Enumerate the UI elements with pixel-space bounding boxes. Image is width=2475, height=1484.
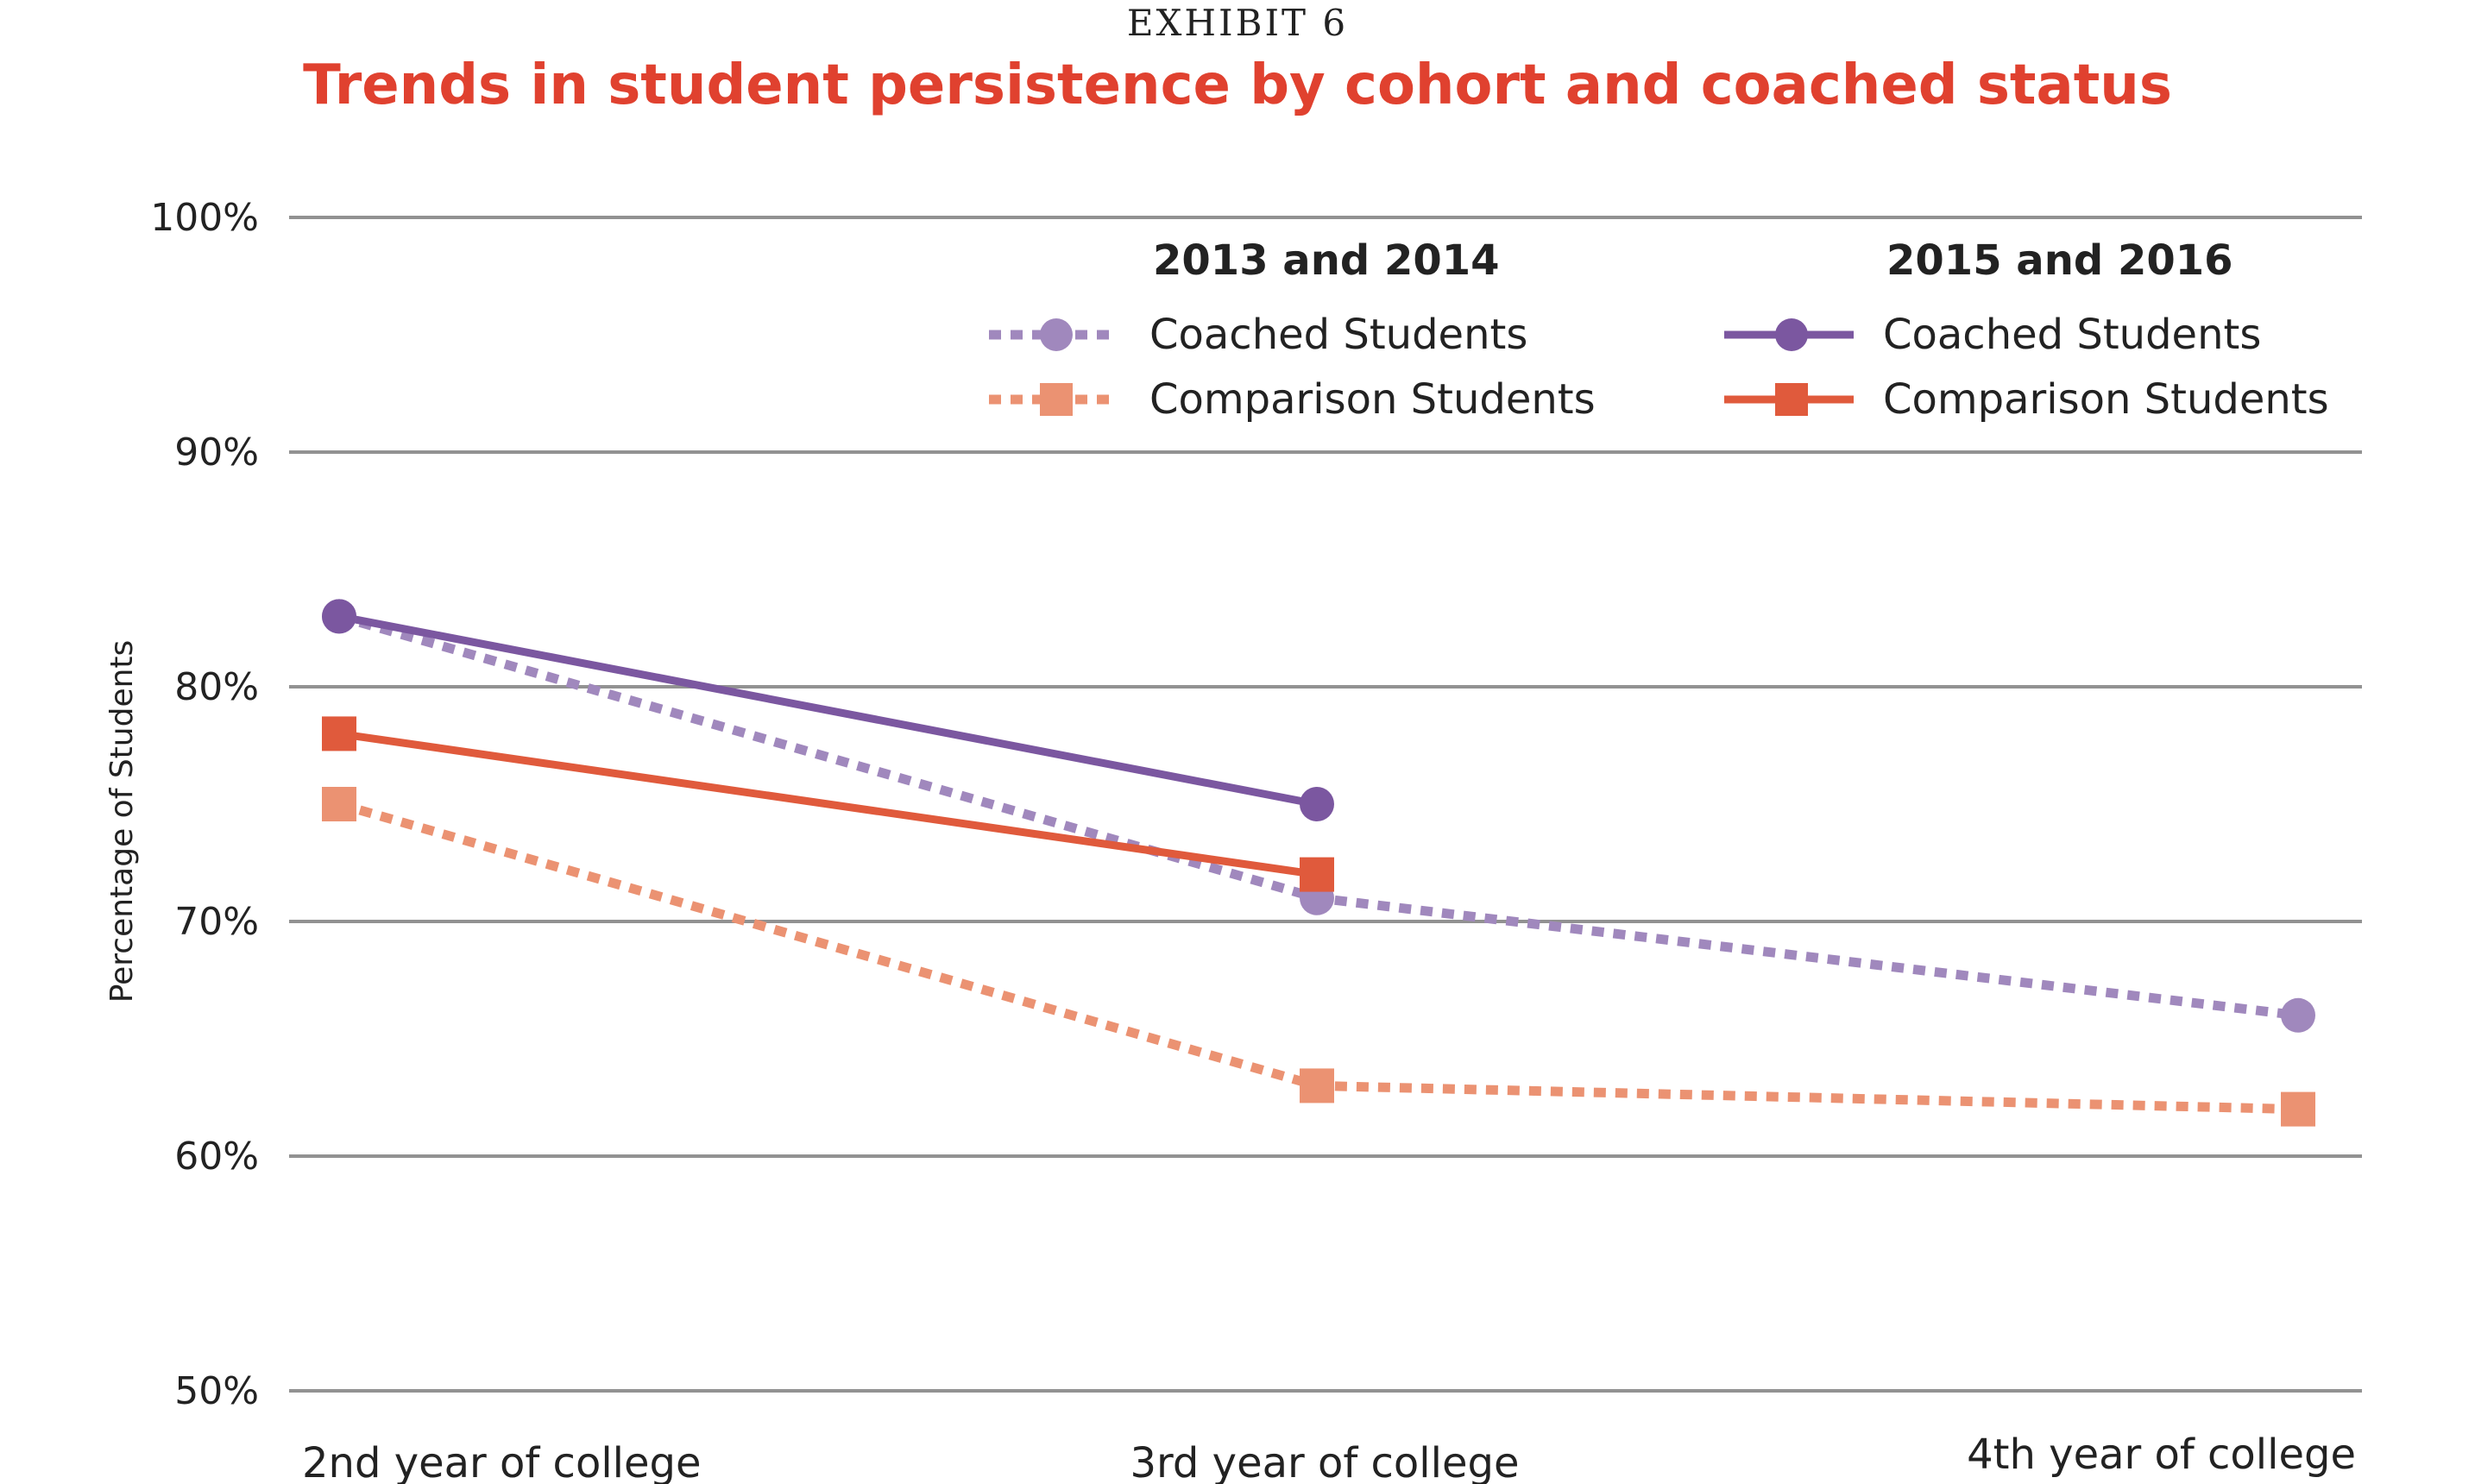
y-tick-label: 70% <box>174 900 259 944</box>
legend-label: Coached Students <box>1149 311 1527 359</box>
legend-group-title: 2013 and 2014 <box>1153 236 1500 285</box>
data-point <box>322 787 356 821</box>
data-point <box>1775 318 1808 351</box>
y-axis-label: Percentage of Students <box>104 640 140 1003</box>
legend-label: Comparison Students <box>1149 375 1596 424</box>
y-tick-label: 90% <box>174 431 259 475</box>
y-tick-label: 50% <box>174 1369 259 1413</box>
legend-label: Comparison Students <box>1883 375 2329 424</box>
data-point <box>1040 318 1073 351</box>
data-point <box>1300 1068 1334 1104</box>
data-point <box>322 716 356 751</box>
x-tick-label: 4th year of college <box>1967 1431 2356 1479</box>
series-line <box>337 799 2299 1115</box>
legend-group-title: 2015 and 2016 <box>1886 236 2233 285</box>
series-line <box>338 729 1318 879</box>
y-tick-label: 80% <box>174 665 259 709</box>
y-tick-label: 100% <box>150 196 259 240</box>
data-point <box>2281 1091 2315 1127</box>
exhibit-label: EXHIBIT 6 <box>1126 2 1349 44</box>
x-tick-label: 3rd year of college <box>1130 1439 1520 1484</box>
data-point <box>1300 857 1334 892</box>
data-point <box>1300 787 1334 821</box>
data-point <box>2281 997 2315 1033</box>
data-point <box>1775 383 1808 416</box>
data-point <box>1040 383 1073 416</box>
chart-title: Trends in student persistence by cohort … <box>303 53 2172 117</box>
y-tick-label: 60% <box>174 1135 259 1179</box>
legend-label: Coached Students <box>1883 311 2261 359</box>
data-point <box>322 599 356 634</box>
x-tick-label: 2nd year of college <box>302 1439 702 1484</box>
series-line <box>338 612 1318 808</box>
